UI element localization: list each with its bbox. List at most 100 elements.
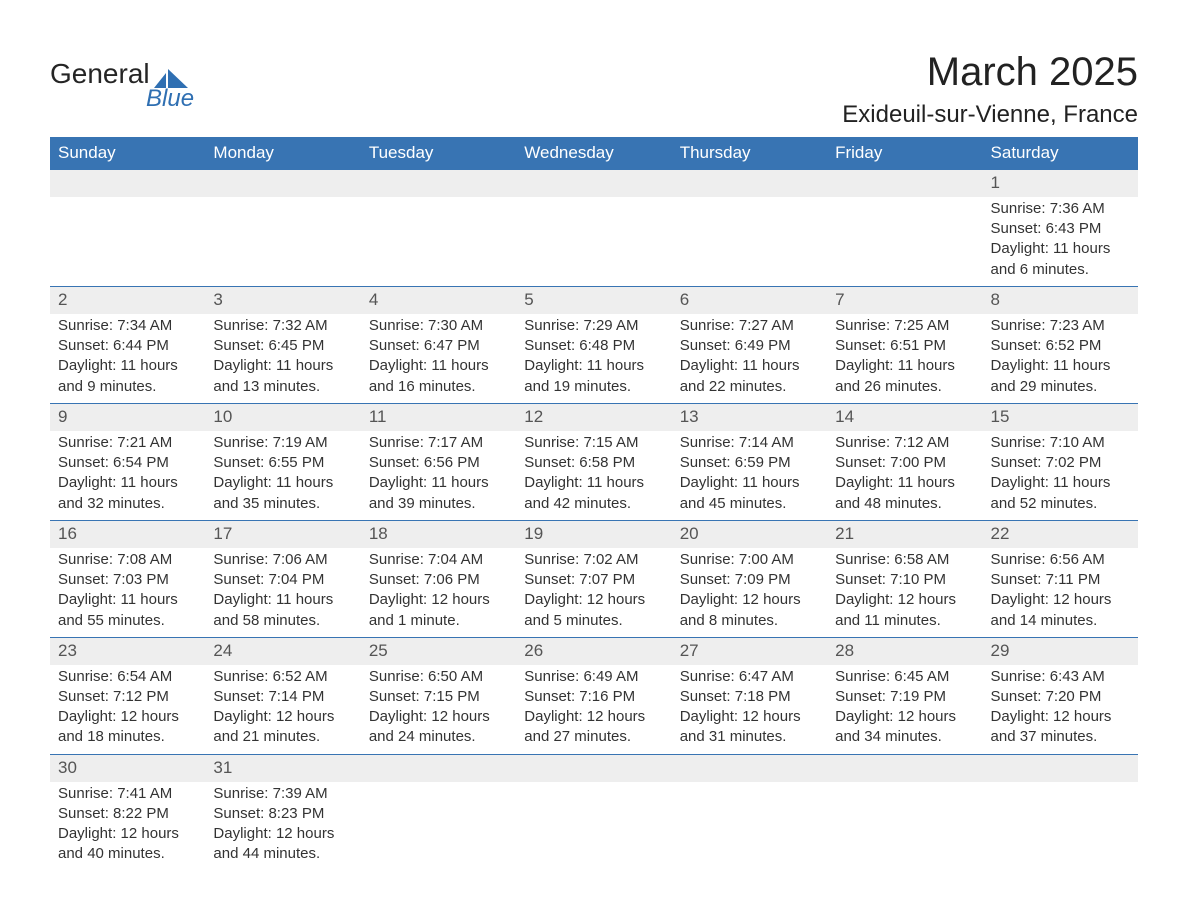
day-sunset: Sunset: 7:11 PM: [991, 570, 1130, 590]
day-number: [516, 170, 671, 197]
day-daylight2: and 14 minutes.: [991, 611, 1130, 631]
day-daylight1: Daylight: 12 hours: [680, 590, 819, 610]
day-cell: Sunrise: 7:41 AMSunset: 8:22 PMDaylight:…: [50, 782, 205, 871]
location-label: Exideuil-sur-Vienne, France: [842, 101, 1138, 129]
day-daylight1: Daylight: 12 hours: [524, 707, 663, 727]
day-number: 14: [827, 403, 982, 430]
day-sunrise: Sunrise: 7:17 AM: [369, 433, 508, 453]
day-sunrise: Sunrise: 6:50 AM: [369, 667, 508, 687]
day-cell: Sunrise: 7:12 AMSunset: 7:00 PMDaylight:…: [827, 431, 982, 521]
day-daylight2: and 39 minutes.: [369, 494, 508, 514]
day-sunrise: Sunrise: 7:14 AM: [680, 433, 819, 453]
day-daylight2: and 32 minutes.: [58, 494, 197, 514]
day-daylight2: and 40 minutes.: [58, 844, 197, 864]
day-cell: Sunrise: 7:39 AMSunset: 8:23 PMDaylight:…: [205, 782, 360, 871]
day-daylight2: and 55 minutes.: [58, 611, 197, 631]
day-sunset: Sunset: 7:19 PM: [835, 687, 974, 707]
day-number: 20: [672, 520, 827, 547]
day-number: [672, 754, 827, 781]
day-number: 8: [983, 286, 1138, 313]
day-sunset: Sunset: 8:23 PM: [213, 804, 352, 824]
day-sunrise: Sunrise: 7:23 AM: [991, 316, 1130, 336]
day-sunset: Sunset: 7:04 PM: [213, 570, 352, 590]
day-cell: Sunrise: 6:52 AMSunset: 7:14 PMDaylight:…: [205, 665, 360, 755]
day-sunset: Sunset: 8:22 PM: [58, 804, 197, 824]
day-sunrise: Sunrise: 7:08 AM: [58, 550, 197, 570]
day-daylight1: Daylight: 11 hours: [991, 473, 1130, 493]
day-sunrise: Sunrise: 6:47 AM: [680, 667, 819, 687]
day-daylight1: Daylight: 12 hours: [369, 707, 508, 727]
day-number: [361, 754, 516, 781]
dh-tue: Tuesday: [361, 137, 516, 170]
day-number: 19: [516, 520, 671, 547]
day-cell: Sunrise: 7:02 AMSunset: 7:07 PMDaylight:…: [516, 548, 671, 638]
day-daylight2: and 19 minutes.: [524, 377, 663, 397]
day-daylight2: and 8 minutes.: [680, 611, 819, 631]
day-sunset: Sunset: 6:55 PM: [213, 453, 352, 473]
day-cell: [361, 197, 516, 287]
day-daylight1: Daylight: 12 hours: [835, 707, 974, 727]
day-sunrise: Sunrise: 7:29 AM: [524, 316, 663, 336]
day-number: [205, 170, 360, 197]
day-number: 27: [672, 637, 827, 664]
day-number: 22: [983, 520, 1138, 547]
day-daylight2: and 34 minutes.: [835, 727, 974, 747]
day-cell: Sunrise: 7:27 AMSunset: 6:49 PMDaylight:…: [672, 314, 827, 404]
week-daynum-row: 23242526272829: [50, 637, 1138, 664]
day-cell: Sunrise: 6:58 AMSunset: 7:10 PMDaylight:…: [827, 548, 982, 638]
day-cell: Sunrise: 6:50 AMSunset: 7:15 PMDaylight:…: [361, 665, 516, 755]
day-number: 17: [205, 520, 360, 547]
day-sunrise: Sunrise: 7:00 AM: [680, 550, 819, 570]
day-daylight2: and 52 minutes.: [991, 494, 1130, 514]
week-daynum-row: 2345678: [50, 286, 1138, 313]
day-daylight1: Daylight: 11 hours: [213, 590, 352, 610]
day-daylight1: Daylight: 11 hours: [58, 590, 197, 610]
day-sunset: Sunset: 7:02 PM: [991, 453, 1130, 473]
day-daylight1: Daylight: 11 hours: [58, 473, 197, 493]
day-sunset: Sunset: 7:15 PM: [369, 687, 508, 707]
day-number: 5: [516, 286, 671, 313]
day-number: 2: [50, 286, 205, 313]
day-number: 26: [516, 637, 671, 664]
day-cell: Sunrise: 7:06 AMSunset: 7:04 PMDaylight:…: [205, 548, 360, 638]
day-daylight2: and 13 minutes.: [213, 377, 352, 397]
day-number: 18: [361, 520, 516, 547]
day-daylight2: and 44 minutes.: [213, 844, 352, 864]
week-daynum-row: 3031: [50, 754, 1138, 781]
day-cell: [361, 782, 516, 871]
day-daylight1: Daylight: 11 hours: [58, 356, 197, 376]
calendar-table: Sunday Monday Tuesday Wednesday Thursday…: [50, 137, 1138, 871]
week-daynum-row: 1: [50, 170, 1138, 197]
day-daylight1: Daylight: 11 hours: [835, 473, 974, 493]
dh-wed: Wednesday: [516, 137, 671, 170]
day-sunrise: Sunrise: 7:32 AM: [213, 316, 352, 336]
brand-sub: Blue: [146, 88, 194, 110]
day-number: [50, 170, 205, 197]
day-cell: Sunrise: 7:00 AMSunset: 7:09 PMDaylight:…: [672, 548, 827, 638]
brand-name: General: [50, 60, 150, 88]
day-sunset: Sunset: 6:47 PM: [369, 336, 508, 356]
day-daylight2: and 58 minutes.: [213, 611, 352, 631]
day-sunset: Sunset: 7:09 PM: [680, 570, 819, 590]
day-daylight2: and 35 minutes.: [213, 494, 352, 514]
day-sunrise: Sunrise: 7:30 AM: [369, 316, 508, 336]
day-cell: Sunrise: 7:17 AMSunset: 6:56 PMDaylight:…: [361, 431, 516, 521]
day-daylight2: and 11 minutes.: [835, 611, 974, 631]
day-sunrise: Sunrise: 7:41 AM: [58, 784, 197, 804]
day-number: 12: [516, 403, 671, 430]
day-cell: Sunrise: 7:32 AMSunset: 6:45 PMDaylight:…: [205, 314, 360, 404]
day-daylight1: Daylight: 11 hours: [213, 473, 352, 493]
week-daynum-row: 9101112131415: [50, 403, 1138, 430]
day-number: 15: [983, 403, 1138, 430]
day-daylight1: Daylight: 11 hours: [991, 356, 1130, 376]
day-daylight1: Daylight: 12 hours: [58, 824, 197, 844]
day-daylight1: Daylight: 12 hours: [524, 590, 663, 610]
day-number: [672, 170, 827, 197]
day-number: 11: [361, 403, 516, 430]
day-sunset: Sunset: 7:07 PM: [524, 570, 663, 590]
day-sunrise: Sunrise: 7:19 AM: [213, 433, 352, 453]
day-sunrise: Sunrise: 7:39 AM: [213, 784, 352, 804]
day-number: 16: [50, 520, 205, 547]
day-sunset: Sunset: 7:18 PM: [680, 687, 819, 707]
day-sunset: Sunset: 7:03 PM: [58, 570, 197, 590]
